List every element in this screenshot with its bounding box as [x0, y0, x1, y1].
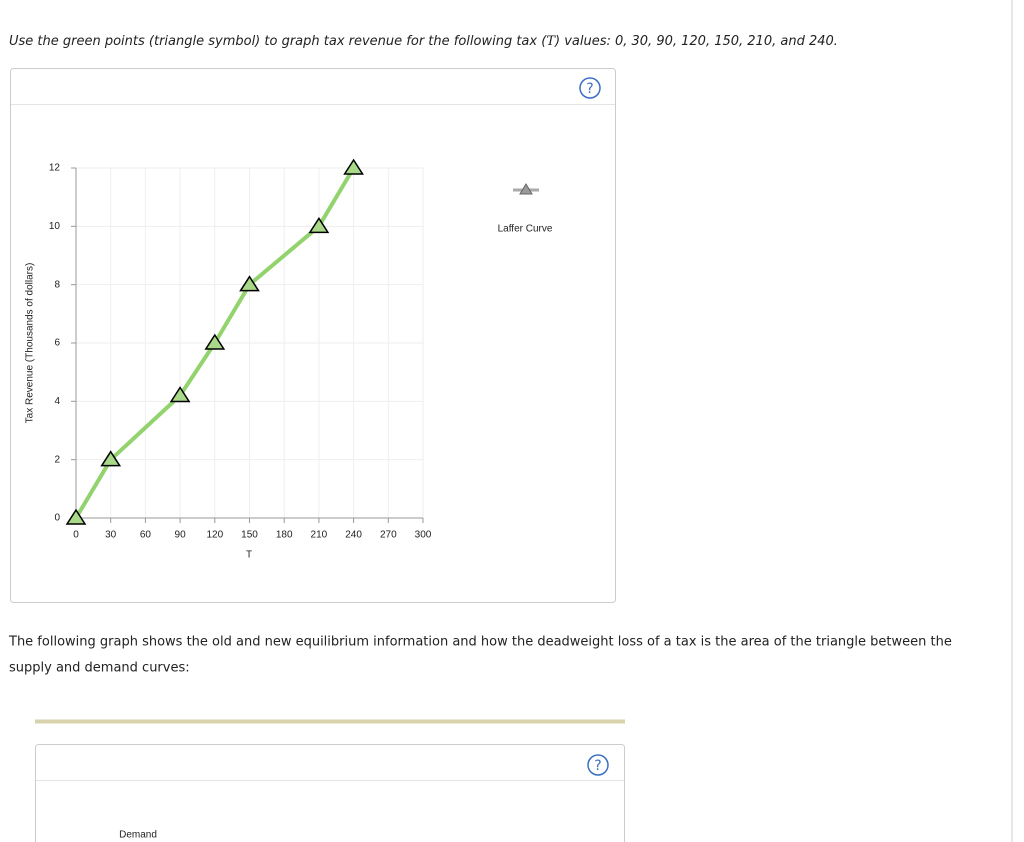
x-tick-label: 150	[241, 530, 258, 541]
graph-panel	[10, 68, 616, 603]
x-tick-label: 0	[73, 530, 79, 541]
legend-marker	[519, 183, 533, 195]
help-icon[interactable]: ?	[586, 81, 593, 97]
x-tick-label: 30	[105, 530, 117, 541]
x-tick-label: 210	[311, 530, 328, 541]
triangle-point	[169, 386, 191, 403]
paragraph-line: supply and demand curves:	[9, 661, 190, 676]
instruction-text: Use the green points (triangle symbol) t…	[9, 34, 547, 49]
instruction-text: ) values: 0, 30, 90, 120, 150, 210, and …	[554, 34, 838, 49]
x-tick-label: 120	[206, 530, 223, 541]
x-tick-label: 180	[276, 530, 293, 541]
x-axis-title: T	[246, 550, 252, 561]
triangle-point	[65, 508, 87, 525]
y-tick-label: 6	[54, 338, 60, 349]
y-tick-label: 12	[49, 163, 61, 174]
help-icon[interactable]: ?	[594, 758, 601, 774]
y-tick-label: 10	[49, 221, 61, 232]
y-tick-label: 8	[54, 279, 60, 290]
triangle-point	[204, 333, 226, 350]
second-panel	[35, 744, 625, 842]
y-tick-label: 2	[54, 454, 60, 465]
x-tick-label: 240	[345, 530, 362, 541]
y-tick-label: 0	[54, 513, 60, 524]
triangle-point	[100, 450, 122, 467]
x-tick-label: 270	[380, 530, 397, 541]
x-tick-label: 300	[415, 530, 432, 541]
legend-label: Laffer Curve	[498, 224, 553, 235]
y-tick-label: 4	[54, 396, 60, 407]
help-button[interactable]	[579, 77, 601, 99]
instruction-variable: T	[546, 34, 556, 49]
help-button[interactable]	[587, 754, 609, 776]
triangle-point	[239, 275, 260, 292]
second-panel-label: Demand	[119, 830, 157, 841]
x-tick-label: 60	[140, 530, 152, 541]
paragraph-line: The following graph shows the old and ne…	[8, 635, 952, 650]
triangle-point	[343, 158, 364, 175]
triangle-point	[308, 216, 330, 234]
x-tick-label: 90	[175, 530, 187, 541]
y-axis-title: Tax Revenue (Thousands of dollars)	[25, 263, 36, 424]
instruction: Use the green points (triangle symbol) t…	[9, 34, 838, 49]
